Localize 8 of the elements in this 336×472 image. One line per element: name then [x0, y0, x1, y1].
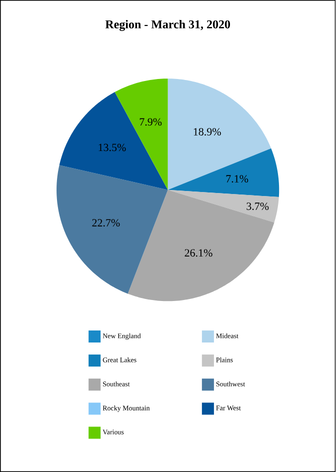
- data-label: 13.5%: [98, 144, 126, 152]
- chart-title: Region - March 31, 2020: [106, 20, 230, 31]
- data-label: 3.7%: [246, 202, 269, 210]
- data-label: 18.9%: [194, 128, 222, 136]
- data-label: 7.1%: [226, 175, 248, 183]
- data-label: 22.7%: [92, 219, 120, 227]
- data-label: 26.1%: [184, 249, 212, 257]
- data-label: 7.9%: [140, 118, 162, 126]
